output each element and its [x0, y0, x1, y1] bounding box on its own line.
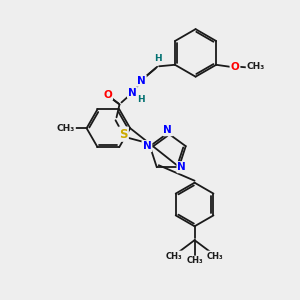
- Text: N: N: [178, 162, 186, 172]
- Text: O: O: [103, 89, 112, 100]
- Text: N: N: [137, 76, 146, 85]
- Text: N: N: [142, 141, 151, 151]
- Text: O: O: [231, 62, 239, 72]
- Text: CH₃: CH₃: [207, 251, 224, 260]
- Text: CH₃: CH₃: [247, 62, 265, 71]
- Text: CH₃: CH₃: [166, 251, 182, 260]
- Text: N: N: [128, 88, 137, 98]
- Text: H: H: [137, 95, 145, 104]
- Text: CH₃: CH₃: [186, 256, 203, 266]
- Text: S: S: [119, 128, 128, 141]
- Text: H: H: [154, 54, 162, 63]
- Text: N: N: [164, 125, 172, 135]
- Text: CH₃: CH₃: [57, 124, 75, 133]
